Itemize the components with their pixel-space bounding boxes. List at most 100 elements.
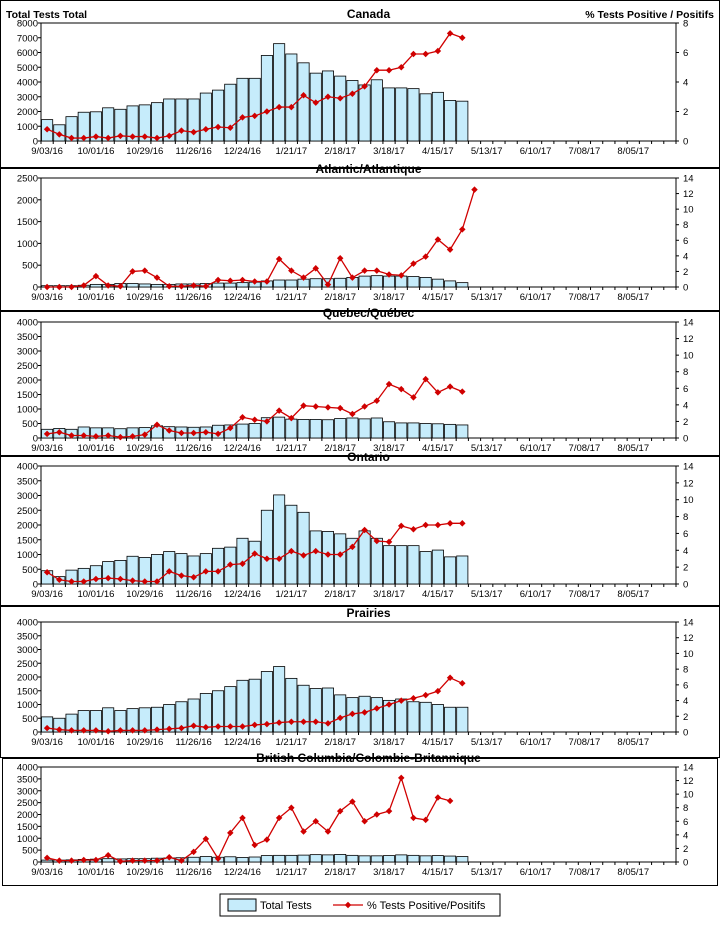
right-tick-label: 8 [683, 512, 688, 523]
left-tick-label: 2000 [17, 107, 38, 118]
bar-total-tests [358, 84, 371, 142]
bar-total-tests [444, 556, 457, 585]
point-percent-positive [361, 403, 368, 410]
bar-total-tests [309, 688, 322, 733]
x-tick-label: 1/21/17 [275, 443, 307, 454]
x-tick-label: 11/26/16 [176, 737, 212, 748]
bar-total-tests [444, 100, 457, 142]
bar-total-tests [383, 87, 396, 142]
point-percent-positive [165, 725, 173, 733]
point-percent-positive [80, 578, 87, 585]
left-tick-label: 2000 [17, 376, 38, 387]
x-tick-label: 3/18/17 [373, 737, 405, 748]
x-tick-label: 10/01/16 [77, 146, 114, 157]
left-tick-label: 0 [33, 434, 38, 445]
point-percent-positive [397, 697, 405, 704]
point-percent-positive [410, 814, 417, 822]
legend: Total Tests % Tests Positive/Positifs [219, 893, 501, 917]
bar-total-tests [297, 511, 310, 585]
bar-total-tests [102, 561, 115, 585]
right-tick-label: 10 [683, 351, 694, 362]
point-percent-positive [446, 383, 454, 390]
point-percent-positive [165, 427, 173, 434]
x-tick-label: 9/03/16 [31, 589, 63, 600]
point-percent-positive [300, 828, 307, 835]
bar-total-tests [431, 704, 444, 733]
x-tick-label: 12/24/16 [224, 292, 261, 303]
x-tick-label: 5/13/17 [471, 146, 503, 157]
point-percent-positive [349, 410, 356, 418]
point-percent-positive [336, 714, 344, 722]
bar-total-tests [431, 549, 444, 585]
bar-total-tests [89, 111, 102, 142]
x-tick-label: 1/21/17 [275, 146, 307, 157]
point-percent-positive [251, 416, 258, 424]
right-tick-label: 12 [683, 633, 694, 644]
bar-total-tests [395, 698, 408, 733]
bar-total-tests [114, 108, 127, 142]
point-percent-positive [117, 858, 124, 865]
point-percent-positive [361, 709, 368, 716]
bar-total-tests [395, 545, 408, 585]
bar-total-tests [358, 275, 371, 288]
bar-total-tests [370, 79, 383, 142]
bar-total-tests [370, 855, 383, 863]
bar-total-tests [212, 547, 225, 585]
bar-total-tests [89, 565, 102, 585]
x-tick-label: 10/29/16 [126, 146, 163, 157]
point-percent-positive [275, 103, 283, 111]
point-percent-positive [410, 260, 417, 267]
x-tick-label: 5/13/17 [471, 443, 503, 454]
bar-total-tests [212, 89, 225, 142]
left-tick-label: 0 [33, 728, 38, 739]
point-percent-positive [446, 520, 454, 527]
point-percent-positive [361, 83, 368, 90]
point-percent-positive [141, 133, 149, 140]
left-tick-label: 2500 [17, 174, 38, 185]
right-tick-label: 2 [683, 563, 688, 574]
bar-total-tests [456, 100, 469, 142]
point-percent-positive [239, 114, 246, 121]
point-percent-positive [300, 718, 307, 726]
point-percent-positive [324, 551, 332, 558]
bar-total-tests [224, 83, 237, 142]
point-percent-positive [397, 385, 405, 393]
right-tick-label: 14 [683, 318, 694, 329]
chart-panel-5: Prairies 0 500 1000 1500 2000 2500 3000 3500 4000… [0, 606, 720, 758]
bar-total-tests [163, 551, 176, 585]
bar-total-tests [321, 854, 334, 863]
bar-total-tests [212, 282, 225, 288]
bar-total-tests [114, 560, 127, 585]
chart-panel-3: Quebec/Québec 0 500 1000 1500 2000 2500 3000 350… [0, 306, 720, 456]
left-tick-label: 2500 [17, 659, 38, 670]
x-tick-label: 10/01/16 [77, 737, 114, 748]
bar-total-tests [370, 697, 383, 733]
right-tick-label: 10 [683, 649, 694, 660]
bar-total-tests [297, 62, 310, 142]
left-tick-label: 1500 [17, 686, 38, 697]
point-percent-positive [300, 402, 307, 409]
point-percent-positive [385, 701, 393, 708]
point-percent-positive [397, 272, 405, 279]
left-tick-label: 3000 [17, 347, 38, 358]
point-percent-positive [251, 278, 258, 285]
point-percent-positive [336, 807, 344, 815]
bar-total-tests [346, 80, 359, 142]
point-percent-positive [153, 578, 161, 585]
right-tick-label: 12 [683, 776, 694, 787]
point-percent-positive [214, 430, 222, 438]
point-percent-positive [141, 431, 149, 438]
left-tick-label: 0 [33, 283, 38, 294]
bar-total-tests [89, 283, 102, 288]
bar-total-tests [212, 690, 225, 733]
bar-total-tests [273, 416, 286, 439]
x-tick-label: 10/01/16 [77, 867, 114, 878]
bar-total-tests [334, 694, 347, 733]
x-tick-label: 3/18/17 [373, 589, 405, 600]
point-percent-positive [214, 276, 222, 284]
point-percent-positive [459, 226, 466, 233]
x-tick-label: 6/10/17 [520, 146, 552, 157]
x-tick-label: 9/03/16 [31, 737, 63, 748]
bar-total-tests [248, 423, 261, 439]
